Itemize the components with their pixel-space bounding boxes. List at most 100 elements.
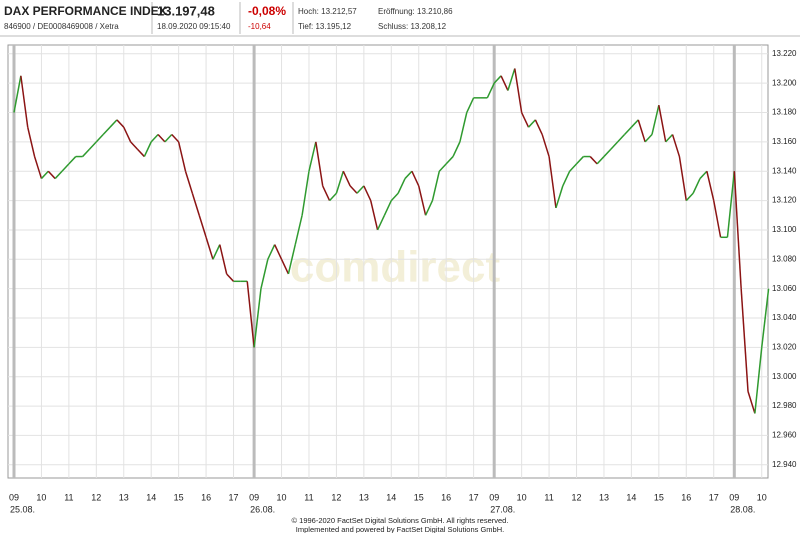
price-segment xyxy=(424,200,434,216)
index-name: DAX PERFORMANCE INDEX xyxy=(4,4,167,18)
price-segment xyxy=(164,134,173,143)
price-segment xyxy=(136,148,145,158)
price-segment xyxy=(733,171,742,289)
price-segment xyxy=(548,156,557,209)
price-segment xyxy=(322,185,331,201)
price-segment xyxy=(150,134,159,143)
price-segment xyxy=(260,259,269,289)
x-tick-label: 11 xyxy=(544,492,553,502)
y-tick-label: 13.100 xyxy=(772,225,797,234)
footer: Implemented and powered by FactSet Digit… xyxy=(296,525,504,533)
price-segment xyxy=(617,134,626,143)
footer: © 1996-2020 FactSet Digital Solutions Gm… xyxy=(292,516,509,525)
price-segment xyxy=(253,288,262,348)
x-tick-label: 09 xyxy=(489,492,499,502)
x-tick-label: 14 xyxy=(386,492,396,502)
price-segment xyxy=(20,75,29,128)
price-segment xyxy=(493,75,502,84)
x-tick-label: 16 xyxy=(681,492,691,502)
price-segment xyxy=(651,105,660,135)
price-segment xyxy=(356,185,365,194)
price-segment xyxy=(520,112,530,128)
price-segment xyxy=(596,156,605,165)
open: Eröffnung: 13.210,86 xyxy=(378,7,453,16)
price-segment xyxy=(88,141,97,150)
x-tick-label: 13 xyxy=(359,492,369,502)
price-segment xyxy=(541,134,550,157)
price-segment xyxy=(13,75,22,113)
y-tick-label: 13.040 xyxy=(772,313,797,322)
price-segment xyxy=(527,119,536,128)
price-segment xyxy=(287,244,296,275)
x-tick-label: 09 xyxy=(249,492,259,502)
price-segment xyxy=(61,163,70,172)
x-tick-label: 09 xyxy=(9,492,19,502)
price-segment xyxy=(507,68,516,91)
price-segment xyxy=(397,178,406,194)
price-segment xyxy=(95,134,104,143)
y-tick-label: 12.960 xyxy=(772,431,797,440)
x-tick-label: 14 xyxy=(146,492,156,502)
price-segment xyxy=(143,141,152,157)
price-segment xyxy=(726,171,736,238)
y-tick-label: 13.160 xyxy=(772,137,797,146)
price-segment xyxy=(68,156,77,165)
y-tick-label: 13.180 xyxy=(772,108,797,117)
price-segment xyxy=(212,244,221,260)
price-segment xyxy=(534,119,543,135)
x-tick-label: 15 xyxy=(654,492,664,502)
price-segment xyxy=(226,273,235,282)
price-segment xyxy=(418,185,427,216)
x-tick-label: 13 xyxy=(119,492,129,502)
price-segment xyxy=(637,119,646,143)
price-segment xyxy=(33,156,43,179)
price-segment xyxy=(349,185,358,194)
close: Schluss: 13.208,12 xyxy=(378,22,447,31)
price-segment xyxy=(157,134,166,143)
price-segment xyxy=(191,193,200,216)
price-segment xyxy=(452,141,461,157)
date-label: 28.08. xyxy=(730,504,755,514)
price-segment xyxy=(329,192,337,202)
x-tick-label: 17 xyxy=(709,492,719,502)
price-segment xyxy=(411,170,420,187)
plot-frame xyxy=(7,44,769,479)
price-segment xyxy=(363,185,372,201)
x-tick-label: 10 xyxy=(36,492,46,502)
price-segment xyxy=(294,215,303,245)
price-segment xyxy=(644,134,653,143)
price-segment xyxy=(706,171,715,201)
x-tick-label: 16 xyxy=(441,492,451,502)
x-tick-label: 17 xyxy=(229,492,239,502)
price-segment xyxy=(171,134,180,143)
x-tick-label: 17 xyxy=(469,492,479,502)
price-segment xyxy=(445,156,454,165)
price-segment xyxy=(274,244,283,260)
price-segment xyxy=(198,215,207,238)
price-segment xyxy=(658,105,667,143)
price-segment xyxy=(740,288,749,392)
price-segment xyxy=(82,148,91,158)
price-segment xyxy=(342,170,351,187)
price: 13.197,48 xyxy=(157,3,215,18)
price-segment xyxy=(369,200,379,231)
x-tick-label: 11 xyxy=(64,492,73,502)
price-segment xyxy=(555,185,564,209)
y-tick-label: 13.080 xyxy=(772,254,797,263)
price-segment xyxy=(184,171,194,194)
price-segment xyxy=(603,148,612,158)
price-segment xyxy=(431,171,441,201)
change-abs: -10,64 xyxy=(248,22,271,31)
price-segment xyxy=(40,170,49,180)
price-segment xyxy=(123,126,132,143)
price-segment xyxy=(335,171,344,194)
price-segment xyxy=(205,237,214,260)
date-label: 25.08. xyxy=(10,504,35,514)
x-tick-label: 16 xyxy=(201,492,211,502)
low: Tief: 13.195,12 xyxy=(298,22,352,31)
change-pct: -0,08% xyxy=(248,4,286,18)
index-ids: 846900 / DE0008469008 / Xetra xyxy=(4,22,119,31)
price-segment xyxy=(301,171,310,216)
